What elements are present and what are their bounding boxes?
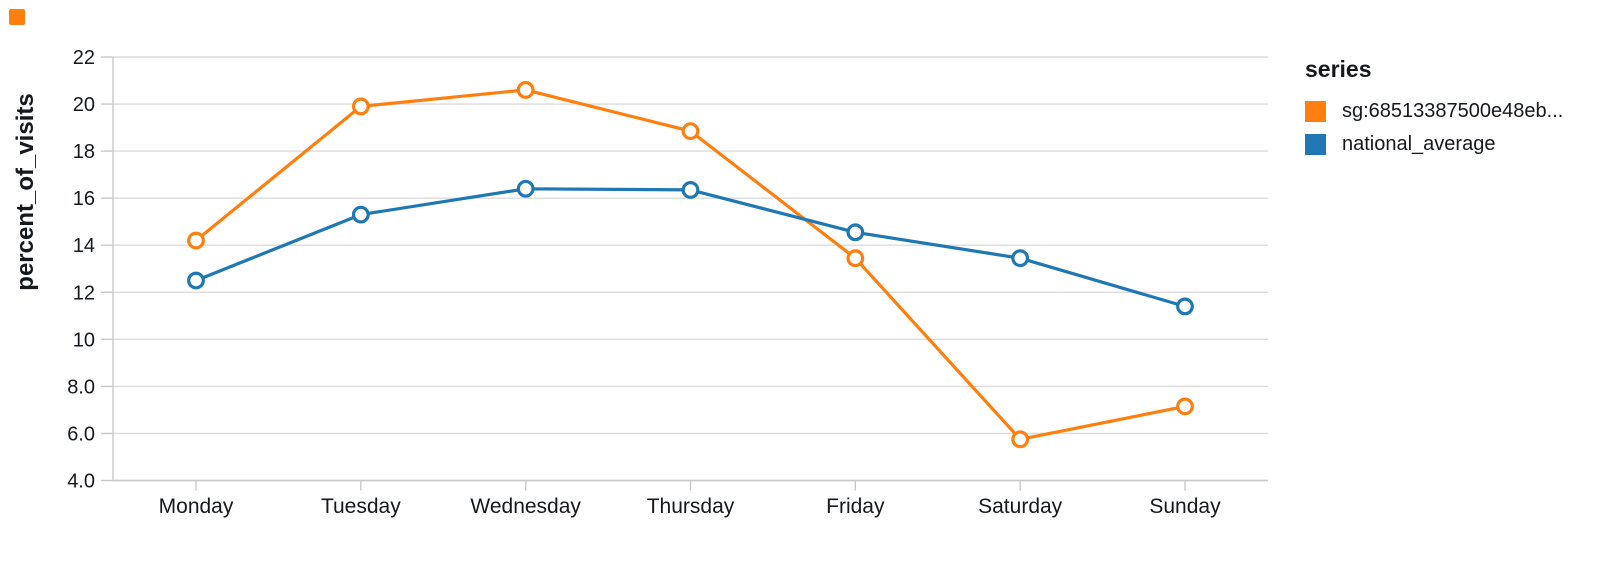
legend-item: national_average — [1305, 133, 1597, 156]
y-tick-label: 16 — [73, 188, 95, 210]
gridlines — [113, 56, 1268, 482]
series-lines — [187, 81, 1194, 449]
legend-item-label: sg:68513387500e48eb... — [1342, 100, 1564, 122]
legend-swatch — [1305, 134, 1326, 155]
x-tick-label: Friday — [826, 495, 885, 518]
legend-item-label: national_average — [1342, 133, 1496, 155]
top-left-orange-marker — [9, 9, 25, 25]
data-point — [516, 179, 535, 198]
y-tick-label: 20 — [73, 94, 95, 116]
data-point — [516, 81, 535, 99]
legend-item: sg:68513387500e48eb... — [1305, 100, 1597, 123]
legend-swatch — [1305, 101, 1326, 122]
y-tick-label: 18 — [73, 141, 95, 163]
x-tick-label: Saturday — [978, 495, 1063, 518]
data-point — [846, 249, 865, 268]
legend: series sg:68513387500e48eb... national_av… — [1305, 56, 1597, 166]
data-point — [1011, 249, 1030, 268]
y-tick-label: 12 — [73, 282, 95, 304]
x-tick-label: Monday — [159, 495, 234, 518]
series-line-1 — [194, 187, 1187, 308]
legend-title: series — [1305, 56, 1372, 82]
y-tick-label: 22 — [73, 47, 95, 69]
data-point — [351, 97, 370, 116]
y-tick-label: 6.0 — [67, 423, 95, 445]
x-tick-label: Tuesday — [321, 495, 401, 518]
axes: 4.0 6.0 8.0 10 12 14 16 18 20 22 Monday Tuesday Wedn… — [67, 47, 1268, 518]
y-axis-label: percent_of_visits — [12, 93, 39, 290]
data-point — [187, 231, 205, 250]
y-tick-label: 14 — [73, 235, 95, 257]
data-point — [681, 181, 700, 199]
data-point — [681, 122, 700, 141]
data-point — [351, 205, 370, 224]
data-point — [187, 271, 205, 290]
y-tick-label: 4.0 — [67, 471, 95, 493]
data-point — [1176, 397, 1194, 416]
data-point — [1176, 297, 1194, 316]
data-point — [846, 223, 865, 242]
x-tick-label: Wednesday — [470, 495, 581, 518]
data-point — [1011, 430, 1030, 449]
y-tick-label: 8.0 — [67, 376, 95, 398]
x-tick-label: Sunday — [1149, 495, 1221, 518]
y-tick-label: 10 — [73, 329, 95, 351]
x-tick-label: Thursday — [647, 495, 735, 518]
